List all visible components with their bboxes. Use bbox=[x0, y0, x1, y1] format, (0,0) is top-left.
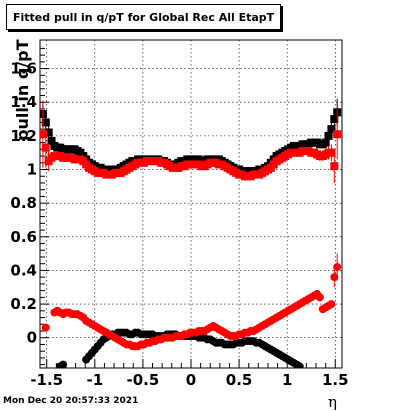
data-point-square bbox=[327, 148, 336, 157]
y-axis-label: pull in q/pT bbox=[13, 40, 32, 142]
data-point-square bbox=[330, 115, 339, 124]
x-tick-label: 1.5 bbox=[322, 371, 349, 389]
y-tick-label: 1.2 bbox=[10, 127, 37, 145]
data-point-circle bbox=[295, 362, 304, 368]
data-point-square bbox=[333, 130, 342, 139]
data-point-square bbox=[330, 162, 339, 171]
x-tick-label: 0.5 bbox=[226, 371, 253, 389]
y-tick-label: 0.8 bbox=[10, 194, 37, 212]
x-tick-label: -1 bbox=[86, 371, 103, 389]
y-tick-label: 1 bbox=[27, 161, 37, 179]
x-axis-label: η bbox=[328, 393, 337, 411]
x-tick-label: -0.5 bbox=[127, 371, 160, 389]
x-tick-label: 0 bbox=[186, 371, 196, 389]
data-point-square bbox=[47, 136, 56, 145]
y-tick-label: 1.4 bbox=[10, 93, 37, 111]
y-tick-label: 0.2 bbox=[10, 295, 37, 313]
data-point-square bbox=[324, 131, 333, 140]
data-point-circle bbox=[333, 263, 342, 272]
data-point-square bbox=[44, 128, 53, 137]
timestamp: Mon Dec 20 20:57:33 2021 bbox=[3, 396, 139, 406]
y-tick-label: 1.6 bbox=[10, 60, 37, 78]
data-point-circle bbox=[315, 293, 324, 302]
y-tick-label: 0 bbox=[27, 329, 37, 347]
data-point-square bbox=[41, 143, 50, 152]
data-point-circle bbox=[330, 273, 339, 282]
data-point-square bbox=[327, 125, 336, 134]
data-point-square bbox=[321, 138, 330, 147]
x-tick-label: -1.5 bbox=[30, 371, 63, 389]
chart-title: Fitted pull in q/pT for Global Rec All E… bbox=[6, 4, 281, 30]
data-point-circle bbox=[327, 300, 336, 309]
data-point-square bbox=[41, 118, 50, 127]
y-tick-label: 0.6 bbox=[10, 228, 37, 246]
data-point-circle bbox=[59, 360, 68, 368]
data-point-square bbox=[40, 110, 47, 119]
data-point-square bbox=[40, 130, 47, 139]
data-layer bbox=[40, 98, 342, 368]
x-tick-label: 1 bbox=[282, 371, 292, 389]
data-point-circle bbox=[41, 323, 50, 332]
y-tick-label: 0.4 bbox=[10, 261, 37, 279]
